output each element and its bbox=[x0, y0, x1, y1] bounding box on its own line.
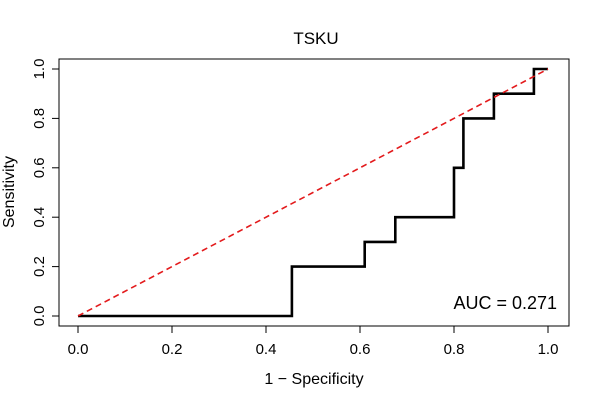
x-tick-label: 0.2 bbox=[162, 341, 183, 358]
y-axis-title: Sensitivity bbox=[1, 156, 18, 228]
y-axis: 0.0 0.2 0.4 0.6 0.8 1.0 bbox=[31, 59, 59, 327]
y-tick-label: 1.0 bbox=[31, 59, 48, 80]
y-tick-label: 0.8 bbox=[31, 108, 48, 129]
x-tick-label: 0.6 bbox=[350, 341, 371, 358]
y-tick-label: 0.2 bbox=[31, 256, 48, 277]
series-group bbox=[77, 67, 549, 318]
auc-annotation: AUC = 0.271 bbox=[453, 293, 557, 313]
x-tick-label: 0.8 bbox=[444, 341, 465, 358]
roc-curve-line bbox=[78, 67, 548, 318]
y-tick-label: 0.6 bbox=[31, 157, 48, 178]
x-axis-title: 1 − Specificity bbox=[264, 371, 363, 388]
y-tick-label: 0.0 bbox=[31, 306, 48, 327]
y-tick-label: 0.4 bbox=[31, 207, 48, 228]
x-tick-label: 1.0 bbox=[538, 341, 559, 358]
x-tick-label: 0.4 bbox=[256, 341, 277, 358]
reference-diagonal-line bbox=[77, 68, 549, 317]
plot-frame bbox=[58, 58, 570, 327]
chart-title: TSKU bbox=[293, 29, 338, 48]
x-axis: 0.0 0.2 0.4 0.6 0.8 1.0 bbox=[68, 326, 559, 358]
x-tick-label: 0.0 bbox=[68, 341, 89, 358]
